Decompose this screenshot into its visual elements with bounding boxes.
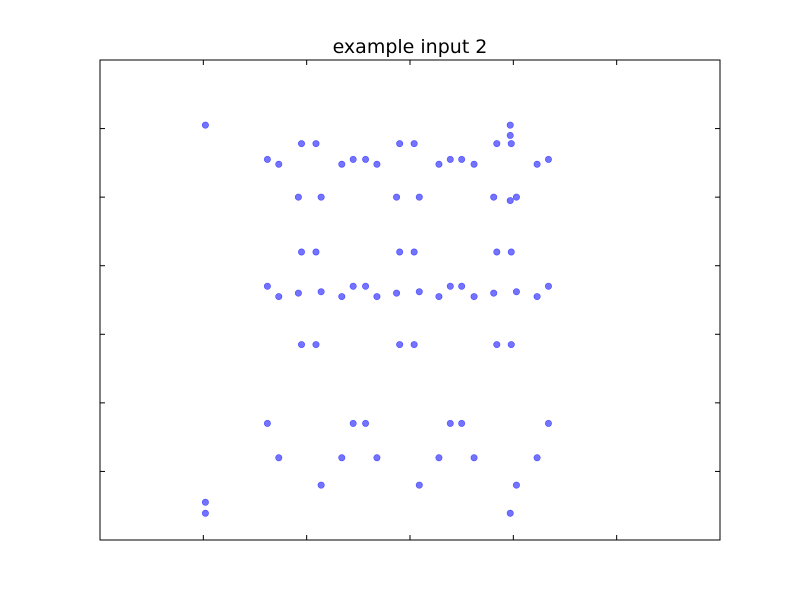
data-point [297,341,305,349]
data-point [458,155,466,163]
data-point [493,140,501,148]
data-point [533,293,541,301]
data-point [506,121,514,129]
data-point [470,293,478,301]
data-point [396,248,404,256]
data-point [435,293,443,301]
data-point [490,289,498,297]
data-point [294,193,302,201]
data-point [512,193,520,201]
data-point [415,481,423,489]
data-point [506,131,514,139]
plot-area-frame [99,59,721,541]
y-ticks [100,128,720,472]
data-point [338,293,346,301]
data-point [297,248,305,256]
data-point [201,121,209,129]
data-point [338,160,346,168]
data-point [512,481,520,489]
data-point [362,282,370,290]
data-point [410,341,418,349]
data-point [294,289,302,297]
data-point [446,155,454,163]
data-point [312,341,320,349]
data-point [263,155,271,163]
data-point [275,160,283,168]
data-point [312,248,320,256]
x-ticks [202,60,618,540]
data-point [458,282,466,290]
data-point [362,419,370,427]
data-point [373,160,381,168]
data-point [470,160,478,168]
data-point [201,498,209,506]
points-layer [201,121,552,517]
data-point [435,454,443,462]
data-point [544,155,552,163]
data-point [396,341,404,349]
data-point [263,419,271,427]
data-point [507,248,515,256]
data-point [415,288,423,296]
chart-title: example input 2 [333,36,488,58]
data-point [533,160,541,168]
data-point [458,419,466,427]
data-point [512,288,520,296]
data-point [349,155,357,163]
data-point [446,419,454,427]
data-point [263,282,271,290]
data-point [410,248,418,256]
data-point [297,140,305,148]
data-point [507,341,515,349]
data-point [493,341,501,349]
data-point [415,193,423,201]
data-point [349,282,357,290]
data-point [275,454,283,462]
data-point [435,160,443,168]
data-point [470,454,478,462]
data-point [393,193,401,201]
data-point [544,282,552,290]
data-point [393,289,401,297]
data-point [362,155,370,163]
data-point [373,293,381,301]
data-point [373,454,381,462]
data-point [317,288,325,296]
data-point [544,419,552,427]
data-point [493,248,501,256]
data-point [490,193,498,201]
data-point [446,282,454,290]
data-point [349,419,357,427]
data-point [201,509,209,517]
data-point [506,197,514,205]
data-point [317,193,325,201]
data-point [275,293,283,301]
data-point [506,509,514,517]
data-point [338,454,346,462]
data-point [317,481,325,489]
data-point [507,140,515,148]
data-point [533,454,541,462]
data-point [410,140,418,148]
data-point [396,140,404,148]
data-point [312,140,320,148]
